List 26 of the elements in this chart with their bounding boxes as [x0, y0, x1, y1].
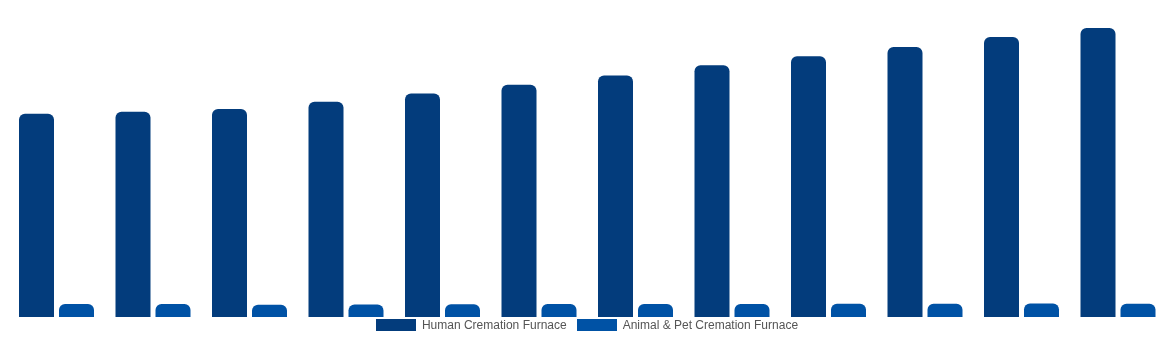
bar [155, 304, 191, 317]
legend-label: Human Cremation Furnace [421, 318, 567, 332]
legend-label: Animal & Pet Cremation Furnace [622, 318, 799, 332]
bar [59, 304, 94, 317]
bar [927, 303, 963, 317]
bar [694, 65, 730, 317]
bar [734, 304, 770, 317]
bar [252, 304, 287, 317]
bar [1120, 303, 1156, 317]
bar [501, 84, 537, 317]
bar [308, 101, 344, 317]
bar [984, 36, 1019, 317]
bar [541, 304, 577, 317]
bar [791, 56, 826, 317]
bar [1024, 303, 1059, 317]
bar [887, 47, 923, 317]
bar [212, 108, 247, 317]
bar [115, 111, 151, 317]
bar [445, 304, 480, 317]
bar [1080, 28, 1116, 317]
bar [598, 75, 633, 317]
bar [19, 113, 54, 317]
bar [638, 304, 673, 317]
bar [405, 93, 440, 317]
bar [348, 304, 384, 317]
bar [831, 303, 866, 317]
